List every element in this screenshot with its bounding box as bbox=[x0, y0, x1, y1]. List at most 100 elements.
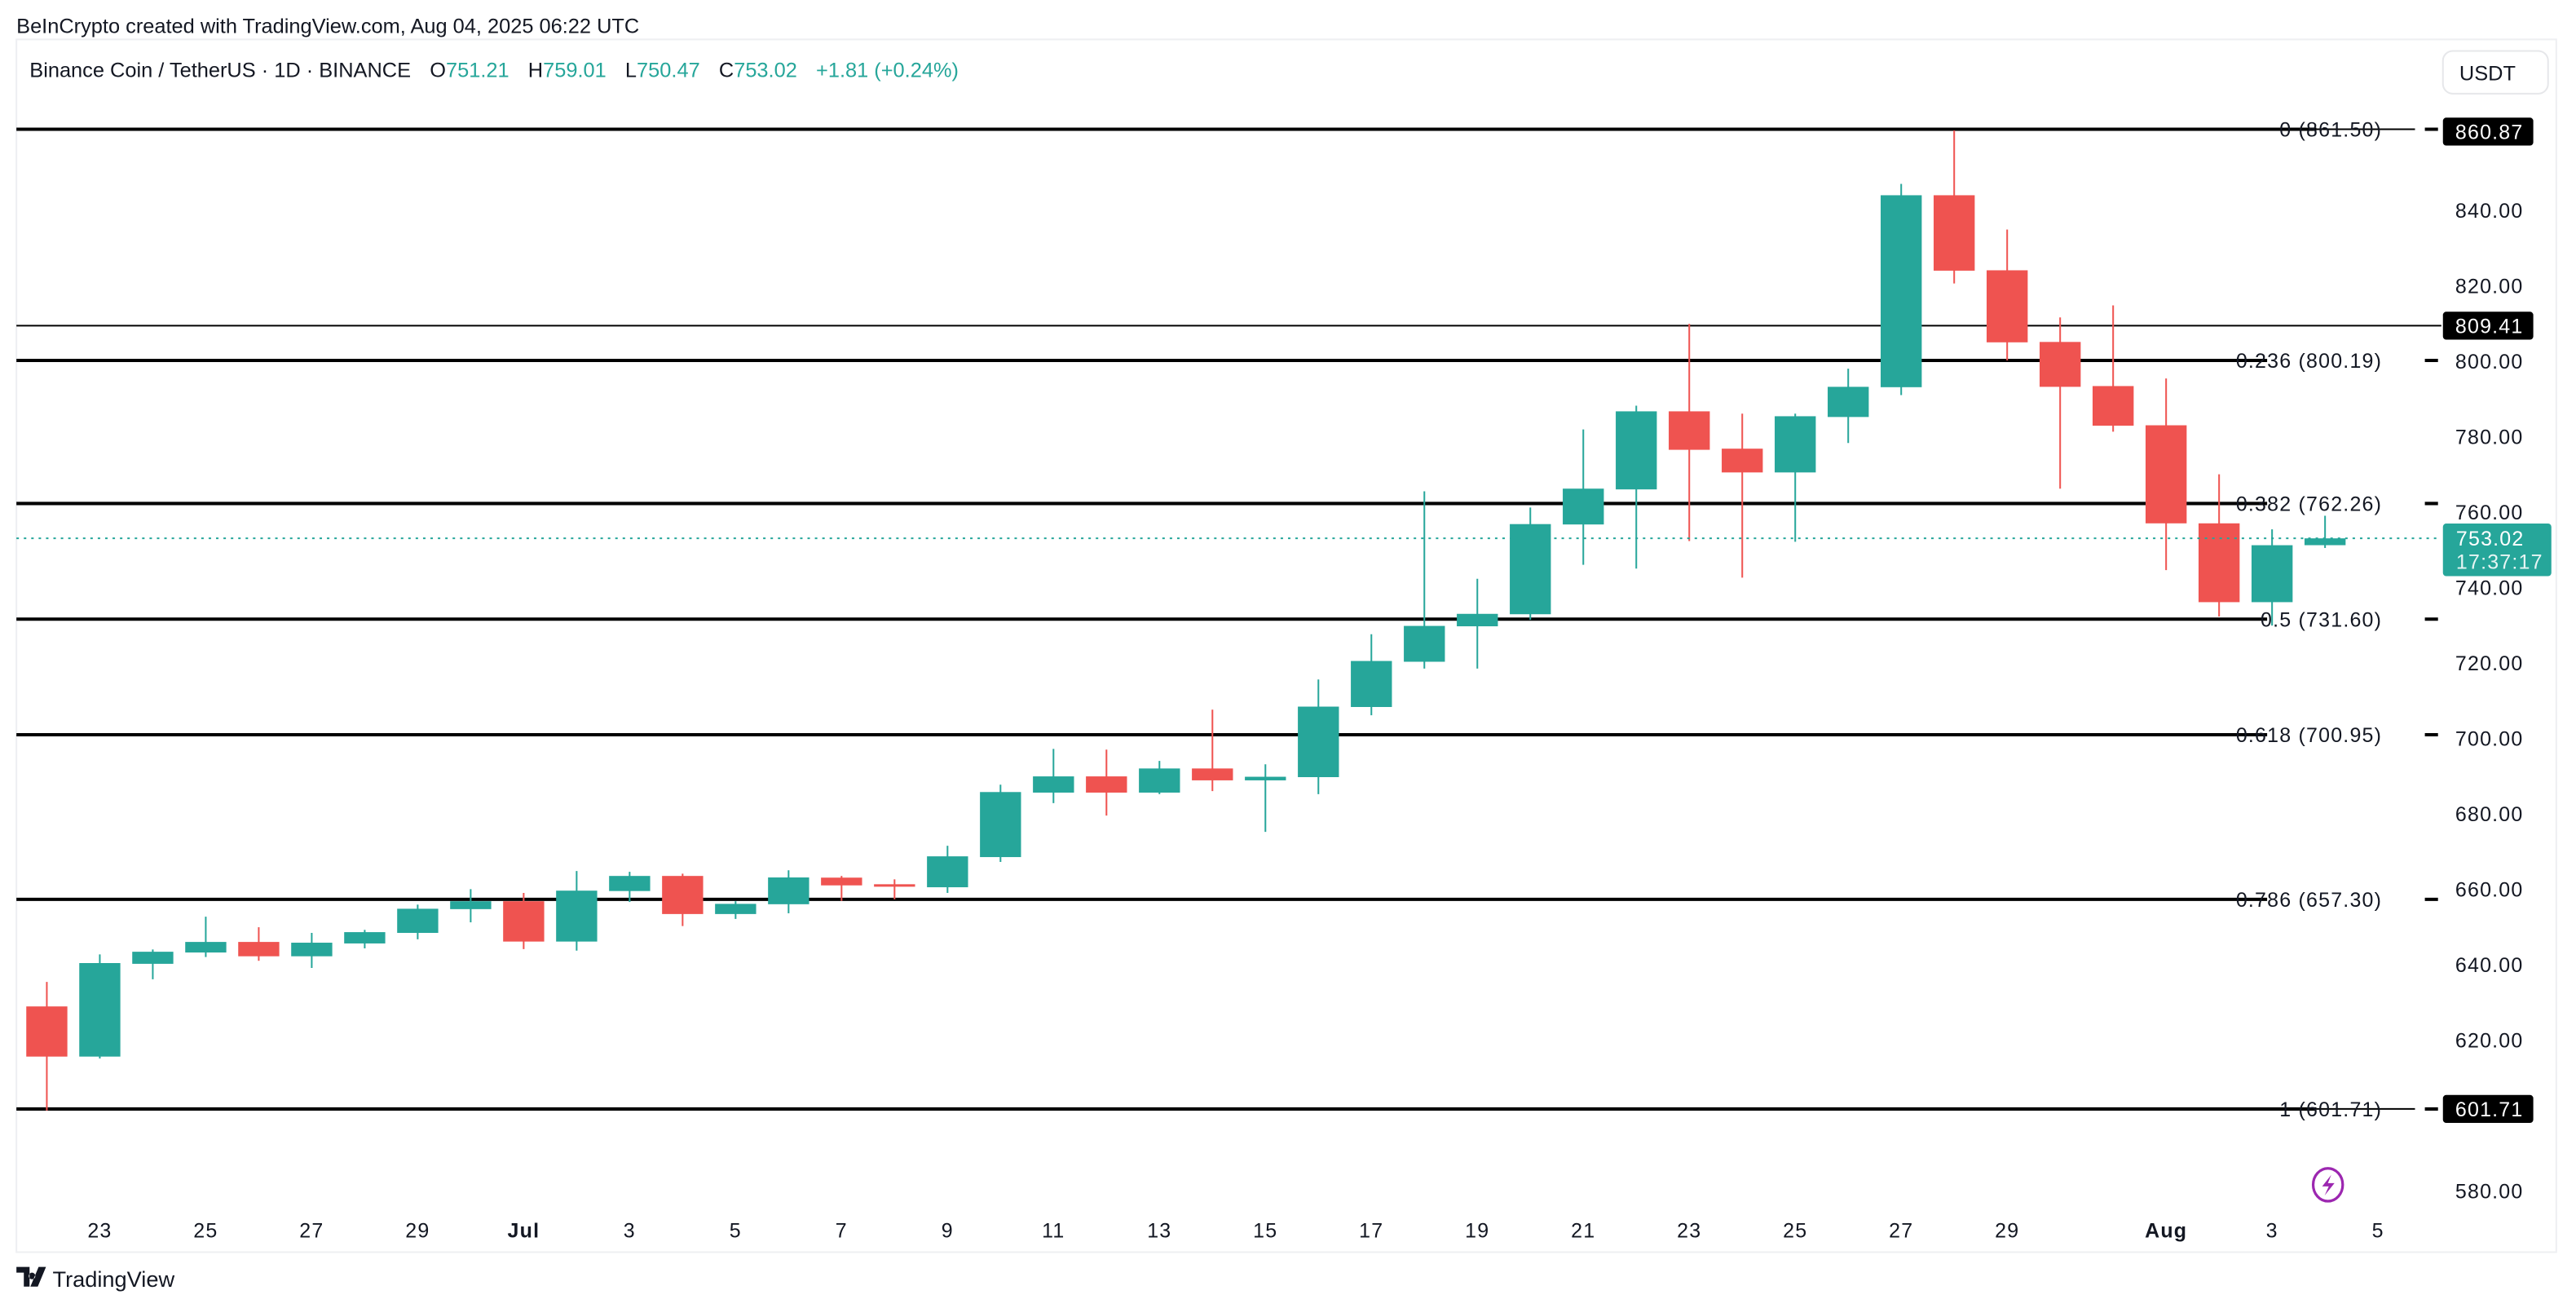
candle-2025-07-22 bbox=[1616, 405, 1657, 569]
tradingview-logo-icon bbox=[16, 1266, 46, 1287]
candle-body bbox=[450, 901, 492, 909]
date-tick-label: 15 bbox=[1253, 1219, 1277, 1242]
date-tick-label: 23 bbox=[1677, 1219, 1701, 1242]
low-value: 750.47 bbox=[637, 60, 700, 82]
candle-2025-06-28 bbox=[344, 930, 386, 948]
fib-level-label: 0 (861.50) bbox=[2279, 119, 2382, 142]
candle-body bbox=[1934, 195, 1975, 271]
candle-2025-07-01 bbox=[503, 892, 545, 949]
candle-2025-07-30 bbox=[2040, 317, 2081, 489]
candle-body bbox=[2092, 386, 2134, 426]
date-tick-label: Aug bbox=[2145, 1219, 2187, 1242]
open-label: O bbox=[430, 60, 446, 82]
price-tick-label: 660.00 bbox=[2455, 878, 2524, 901]
candle-2025-07-06 bbox=[768, 870, 809, 913]
candle-body bbox=[715, 904, 756, 914]
date-tick-label: 13 bbox=[1147, 1219, 1171, 1242]
candle-2025-07-23 bbox=[1669, 324, 1710, 541]
price-axis[interactable]: 840.00 820.00 800.00 780.00 760.00 740.00 720.… bbox=[2442, 117, 2552, 1203]
candle-body bbox=[1616, 411, 1657, 490]
date-tick-label: 5 bbox=[2372, 1219, 2384, 1242]
candles bbox=[16, 130, 2441, 1111]
candle-2025-07-11 bbox=[1033, 749, 1074, 803]
candle-2025-07-24 bbox=[1722, 413, 1763, 578]
attribution-text: BeInCrypto created with TradingView.com,… bbox=[16, 15, 639, 38]
candle-body bbox=[291, 943, 333, 957]
candle-body bbox=[397, 908, 439, 934]
change-value: +1.81 (+0.24%) bbox=[816, 60, 959, 82]
currency-button-label[interactable]: USDT bbox=[2459, 63, 2516, 86]
fib-level-label: 0.236 (800.19) bbox=[2236, 350, 2382, 373]
candle-body bbox=[1139, 768, 1180, 793]
candle-2025-07-09 bbox=[927, 846, 968, 893]
candle-body bbox=[79, 962, 121, 1057]
candle-2025-07-28 bbox=[1934, 130, 1975, 284]
candle-body bbox=[662, 876, 704, 914]
price-tick-label: 820.00 bbox=[2455, 275, 2524, 298]
candle-body bbox=[1510, 524, 1551, 615]
fib-level-label: 0.5 (731.60) bbox=[2261, 608, 2382, 631]
candle-body bbox=[2251, 545, 2293, 603]
date-tick-label: 7 bbox=[836, 1219, 848, 1242]
date-tick-label: 3 bbox=[2266, 1219, 2278, 1242]
candle-body bbox=[132, 952, 174, 964]
candle-body bbox=[1086, 776, 1127, 793]
price-label-860.87-text: 860.87 bbox=[2455, 121, 2524, 144]
fib-level-label: 0.786 (657.30) bbox=[2236, 889, 2382, 912]
lightning-alert-icon[interactable] bbox=[2311, 1167, 2344, 1203]
candle-body bbox=[1351, 661, 1392, 707]
candle-body bbox=[2304, 538, 2346, 546]
candle-body bbox=[1298, 706, 1339, 778]
date-tick-label: 27 bbox=[1889, 1219, 1913, 1242]
candle-2025-07-31 bbox=[2092, 305, 2134, 432]
candle-body bbox=[609, 876, 651, 891]
currency-button[interactable]: USDT bbox=[2441, 50, 2549, 95]
candle-2025-07-26 bbox=[1828, 369, 1869, 444]
close-label: C bbox=[719, 60, 734, 82]
price-tick-label: 780.00 bbox=[2455, 426, 2524, 449]
date-tick-label: 27 bbox=[299, 1219, 324, 1242]
candle-body bbox=[1245, 776, 1286, 780]
date-tick-label: 21 bbox=[1571, 1219, 1595, 1242]
price-label-601.71-text: 601.71 bbox=[2455, 1098, 2524, 1121]
open-value: 751.21 bbox=[446, 60, 509, 82]
chart-pane[interactable] bbox=[15, 38, 2557, 1253]
candle-body bbox=[1192, 768, 1233, 780]
candle-2025-07-18 bbox=[1404, 491, 1445, 669]
date-tick-label: 3 bbox=[624, 1219, 636, 1242]
candle-2025-07-08 bbox=[874, 879, 915, 899]
price-tick-label: 840.00 bbox=[2455, 200, 2524, 223]
candle-body bbox=[1033, 776, 1074, 793]
price-tick-label: 700.00 bbox=[2455, 727, 2524, 750]
candle-2025-06-22 bbox=[26, 982, 68, 1111]
candle-2025-07-02 bbox=[556, 871, 598, 951]
candle-body bbox=[1775, 416, 1816, 473]
date-tick-label: 9 bbox=[942, 1219, 954, 1242]
price-tick-label: 760.00 bbox=[2455, 502, 2524, 524]
candle-body bbox=[821, 877, 862, 886]
date-tick-label: 11 bbox=[1042, 1219, 1065, 1242]
tradingview-logo[interactable]: TradingView bbox=[16, 1266, 174, 1292]
price-label-601.71 bbox=[2442, 1094, 2534, 1124]
candle-2025-07-20 bbox=[1510, 507, 1551, 621]
price-tick-label: 800.00 bbox=[2455, 351, 2524, 373]
candle-2025-06-23 bbox=[79, 954, 121, 1059]
date-tick-label: 25 bbox=[1783, 1219, 1807, 1242]
time-axis[interactable]: 23 25 27 29 Jul 3 5 7 9 11 13 15 17 19 21 23 25 27 29 Aug 3 5 bbox=[87, 1219, 2384, 1242]
candle-2025-06-30 bbox=[450, 889, 492, 923]
candle-2025-07-13 bbox=[1139, 761, 1180, 794]
date-tick-label: 29 bbox=[1995, 1219, 2019, 1242]
candle-body bbox=[238, 942, 280, 957]
candle-body bbox=[26, 1006, 68, 1057]
candle-body bbox=[2145, 425, 2187, 524]
candle-body bbox=[185, 942, 227, 953]
candle-body bbox=[980, 792, 1021, 858]
candle-2025-07-12 bbox=[1086, 749, 1127, 816]
candle-body bbox=[2040, 342, 2081, 387]
candle-2025-08-02 bbox=[2198, 474, 2240, 616]
fib-level-label: 1 (601.71) bbox=[2279, 1098, 2382, 1121]
candle-body bbox=[2198, 523, 2240, 603]
price-tick-label: 640.00 bbox=[2455, 954, 2524, 977]
candle-body bbox=[874, 884, 915, 887]
